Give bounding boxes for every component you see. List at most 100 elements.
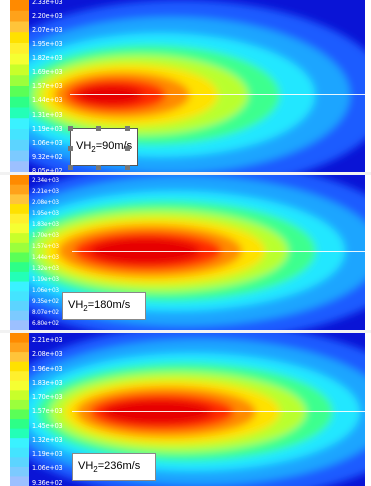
resize-handle[interactable] bbox=[68, 126, 73, 131]
color-scale-swatch bbox=[10, 161, 29, 172]
color-scale-swatch bbox=[10, 457, 29, 468]
contour-panel-1: 2.33e+03 2.20e+03 2.07e+03 1.95e+03 1.82e+03… bbox=[10, 0, 365, 172]
color-scale-swatch bbox=[10, 438, 29, 449]
color-scale-label: 1.57e+03 bbox=[32, 242, 59, 251]
color-scale-label: 2.08e+03 bbox=[32, 198, 59, 207]
color-scale-label: 1.82e+03 bbox=[32, 53, 63, 63]
color-scale-swatch bbox=[10, 242, 29, 254]
color-scale-swatch bbox=[10, 310, 29, 321]
color-scale-swatch bbox=[10, 96, 29, 109]
color-scale-label: 1.19e+03 bbox=[32, 123, 63, 133]
color-scale-label: 1.32e+03 bbox=[32, 434, 63, 444]
color-scale-swatch bbox=[10, 53, 29, 66]
color-scale-swatch bbox=[10, 342, 29, 353]
color-scale-label: 1.95e+03 bbox=[32, 209, 59, 218]
resize-handle[interactable] bbox=[96, 165, 101, 170]
color-scale-label: 1.31e+03 bbox=[32, 109, 63, 119]
temperature-contour-3 bbox=[10, 333, 365, 486]
color-scale-label: 1.44e+03 bbox=[32, 253, 59, 262]
color-scale-label: 2.33e+03 bbox=[32, 0, 63, 6]
color-scale-swatch bbox=[10, 75, 29, 87]
color-scale-swatch bbox=[10, 21, 29, 33]
color-scale-label: 1.57e+03 bbox=[32, 81, 63, 91]
resize-handle[interactable] bbox=[68, 146, 73, 151]
color-scale-label: 9.36e+02 bbox=[32, 477, 63, 486]
color-scale-swatch bbox=[10, 352, 29, 363]
panel-divider bbox=[0, 330, 371, 333]
color-scale-swatch bbox=[10, 204, 29, 215]
color-scale-swatch bbox=[10, 175, 29, 186]
color-scale-swatch bbox=[10, 320, 29, 330]
color-scale-swatch bbox=[10, 213, 29, 225]
color-scale-label: 1.45e+03 bbox=[32, 420, 63, 430]
color-scale-swatch bbox=[10, 139, 29, 152]
color-scale-bar-1 bbox=[10, 0, 29, 172]
color-scale-label: 8.07e+02 bbox=[32, 308, 59, 317]
color-scale-label: 9.32e+02 bbox=[32, 151, 63, 161]
color-scale-label: 2.34e+03 bbox=[32, 176, 59, 184]
color-scale-label: 2.07e+03 bbox=[32, 25, 63, 35]
color-scale-swatch bbox=[10, 233, 29, 244]
velocity-label-box-3[interactable]: VH2=236m/s bbox=[72, 453, 156, 481]
contour-panel-2: 2.34e+03 2.21e+03 2.08e+03 1.95e+03 1.83e+03… bbox=[10, 175, 365, 330]
velocity-label-2: VH2=180m/s bbox=[68, 298, 131, 314]
color-scale-swatch bbox=[10, 361, 29, 372]
color-scale-bar-2 bbox=[10, 175, 29, 330]
panel-divider bbox=[0, 172, 371, 175]
color-scale-swatch bbox=[10, 223, 29, 234]
color-scale-swatch bbox=[10, 371, 29, 382]
color-scale-swatch bbox=[10, 184, 29, 195]
color-scale-swatch bbox=[10, 419, 29, 430]
color-scale-label: 2.08e+03 bbox=[32, 349, 63, 359]
color-scale-label: 1.70e+03 bbox=[32, 231, 59, 240]
color-scale-swatch bbox=[10, 291, 29, 302]
velocity-label-3: VH2=236m/s bbox=[78, 459, 141, 475]
velocity-label-1: VH2=90m/s bbox=[76, 139, 133, 155]
color-scale-label: 1.83e+03 bbox=[32, 377, 63, 387]
color-scale-swatch bbox=[10, 409, 29, 420]
color-scale-swatch bbox=[10, 86, 29, 98]
color-scale-label: 1.96e+03 bbox=[32, 363, 63, 373]
color-scale-label: 1.57e+03 bbox=[32, 406, 63, 416]
color-scale-swatch bbox=[10, 129, 29, 141]
color-scale-label: 9.35e+02 bbox=[32, 297, 59, 306]
color-scale-swatch bbox=[10, 380, 29, 391]
temperature-contour-1 bbox=[10, 0, 365, 172]
color-scale-bar-3 bbox=[10, 333, 29, 486]
resize-handle[interactable] bbox=[96, 126, 101, 131]
color-scale-swatch bbox=[10, 0, 29, 12]
resize-handle[interactable] bbox=[68, 165, 73, 170]
color-scale-label: 1.19e+03 bbox=[32, 449, 63, 459]
color-scale-swatch bbox=[10, 64, 29, 76]
resize-handle[interactable] bbox=[125, 146, 130, 151]
color-scale-swatch bbox=[10, 150, 29, 162]
color-scale-swatch bbox=[10, 32, 29, 44]
color-scale-swatch bbox=[10, 262, 29, 273]
color-scale-label: 1.32e+03 bbox=[32, 264, 59, 273]
color-scale-label: 1.06e+03 bbox=[32, 463, 63, 473]
color-scale-swatch bbox=[10, 399, 29, 411]
color-scale-swatch bbox=[10, 107, 29, 119]
centerline bbox=[72, 411, 365, 412]
color-scale-label: 1.06e+03 bbox=[32, 286, 59, 295]
color-scale-labels-3: 2.21e+03 2.08e+03 1.96e+03 1.83e+03 1.70e+03… bbox=[32, 335, 63, 486]
color-scale-swatch bbox=[10, 281, 29, 292]
velocity-label-box-2[interactable]: VH2=180m/s bbox=[62, 292, 146, 320]
color-scale-label: 1.19e+03 bbox=[32, 275, 59, 284]
resize-handle[interactable] bbox=[125, 165, 130, 170]
color-scale-label: 8.05e+02 bbox=[32, 165, 63, 172]
color-scale-swatch bbox=[10, 10, 29, 23]
color-scale-label: 2.21e+03 bbox=[32, 335, 63, 344]
color-scale-swatch bbox=[10, 271, 29, 283]
color-scale-labels-1: 2.33e+03 2.20e+03 2.07e+03 1.95e+03 1.82e+03… bbox=[32, 0, 63, 172]
color-scale-label: 1.95e+03 bbox=[32, 39, 63, 49]
color-scale-swatch bbox=[10, 428, 29, 439]
color-scale-swatch bbox=[10, 252, 29, 263]
color-scale-label: 6.80e+02 bbox=[32, 319, 59, 328]
color-scale-swatch bbox=[10, 390, 29, 401]
color-scale-label: 1.69e+03 bbox=[32, 67, 63, 77]
color-scale-label: 1.06e+03 bbox=[32, 137, 63, 147]
color-scale-swatch bbox=[10, 118, 29, 130]
resize-handle[interactable] bbox=[125, 126, 130, 131]
color-scale-swatch bbox=[10, 476, 29, 486]
